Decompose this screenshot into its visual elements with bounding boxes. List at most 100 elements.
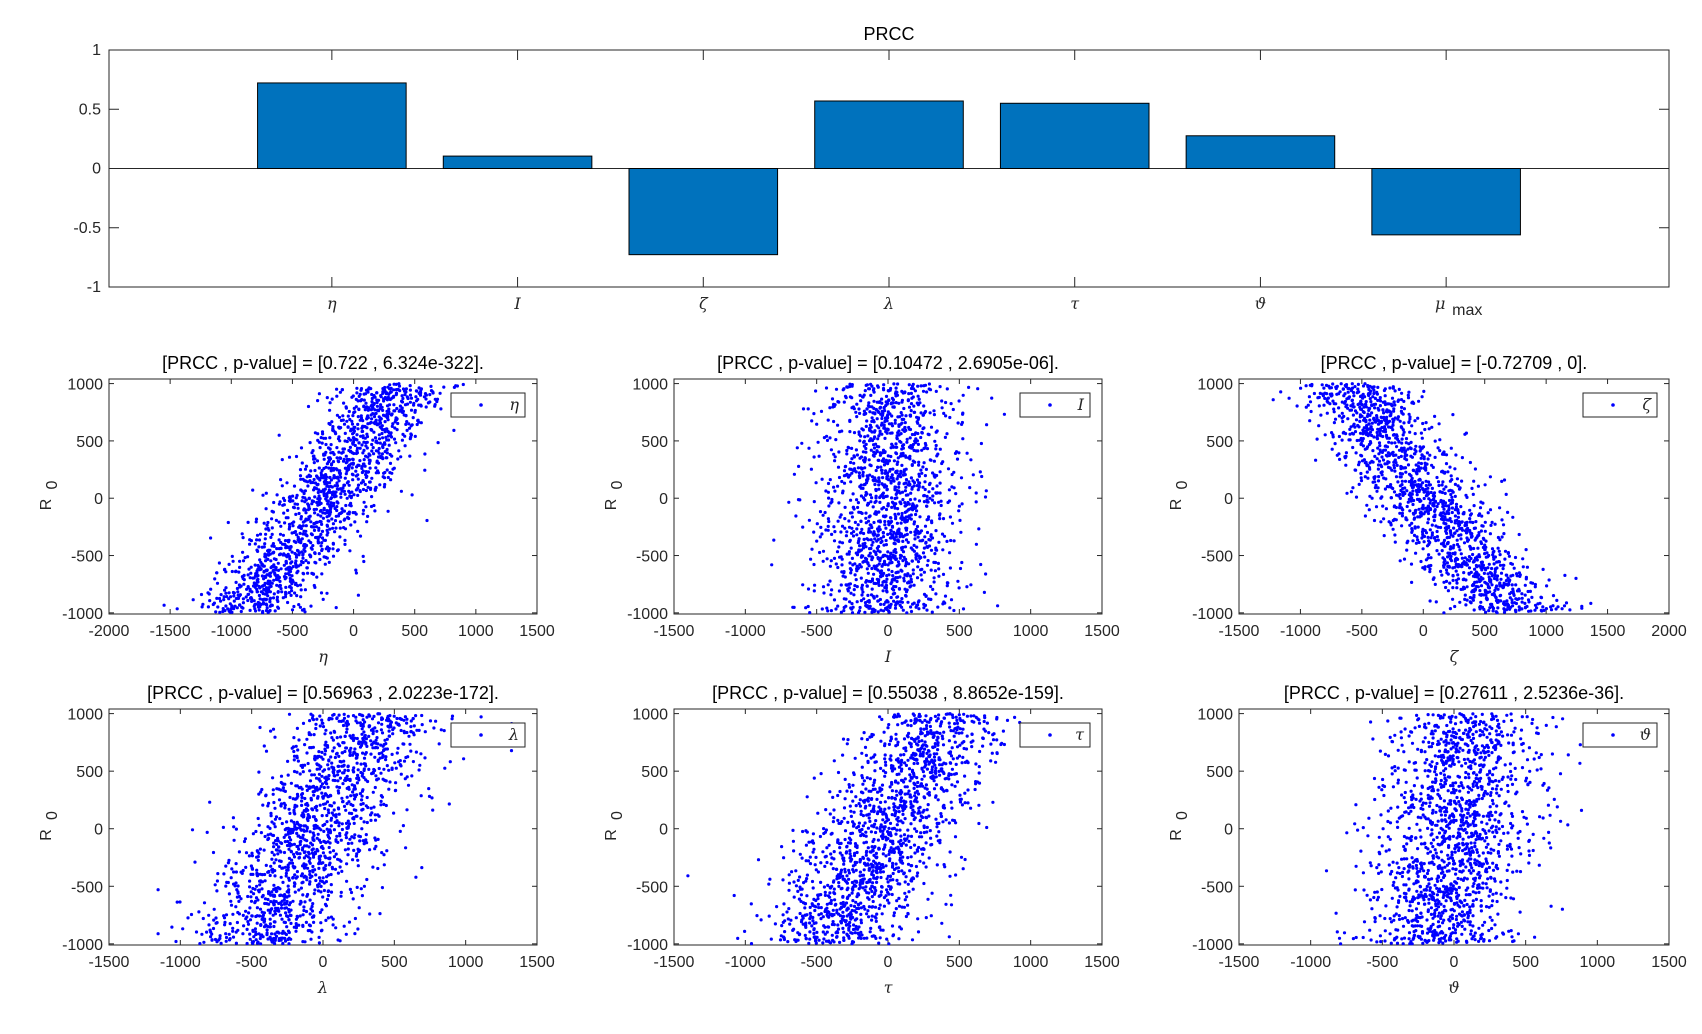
data-point — [1384, 433, 1389, 437]
data-point — [909, 517, 913, 521]
data-point — [296, 569, 300, 573]
data-point — [1484, 610, 1488, 614]
x-tick-label: -1500 — [654, 623, 695, 640]
data-point — [881, 496, 886, 500]
data-point — [876, 465, 880, 469]
data-point — [357, 906, 361, 910]
data-point — [313, 486, 317, 490]
data-point — [892, 599, 896, 603]
data-point — [1459, 565, 1464, 569]
data-point — [310, 499, 314, 503]
data-point — [277, 520, 281, 524]
data-point — [298, 583, 303, 587]
data-point — [283, 521, 287, 525]
data-point — [1341, 387, 1345, 391]
data-point — [864, 424, 868, 428]
data-point — [1490, 592, 1494, 597]
data-point — [904, 538, 909, 542]
data-point — [936, 605, 940, 609]
x-tick-label: -1500 — [1219, 623, 1260, 640]
data-point — [850, 602, 854, 606]
data-point — [320, 441, 324, 445]
data-point — [1433, 499, 1438, 503]
data-point — [1309, 409, 1313, 414]
data-point — [194, 930, 199, 934]
data-point — [845, 452, 849, 456]
data-point — [1415, 471, 1419, 475]
data-point — [847, 586, 851, 590]
data-point — [1373, 406, 1377, 410]
data-point — [279, 567, 283, 571]
data-point — [828, 478, 832, 482]
data-point — [812, 500, 816, 504]
data-point — [355, 391, 359, 395]
data-point — [381, 413, 386, 417]
data-point — [896, 595, 900, 599]
data-point — [1416, 538, 1420, 542]
data-point — [265, 523, 269, 527]
data-point — [821, 559, 825, 563]
data-point — [853, 520, 858, 525]
data-point — [383, 470, 387, 475]
data-point — [1472, 559, 1476, 564]
data-point — [890, 505, 894, 509]
data-point — [316, 539, 320, 543]
data-point — [829, 609, 834, 613]
data-point — [353, 425, 357, 429]
data-point — [331, 547, 335, 551]
data-point — [1460, 520, 1464, 524]
data-point — [814, 481, 818, 485]
data-point — [356, 399, 360, 403]
data-point — [252, 581, 256, 585]
data-point — [1429, 490, 1433, 495]
data-point — [1499, 593, 1503, 597]
data-point — [1424, 558, 1428, 562]
data-point — [912, 484, 916, 488]
data-point — [347, 409, 351, 414]
data-point — [1568, 608, 1572, 612]
data-point — [882, 383, 886, 387]
data-point — [1411, 485, 1415, 489]
data-point — [1447, 564, 1451, 569]
data-point — [853, 573, 857, 577]
data-point — [226, 520, 230, 525]
data-point — [393, 761, 397, 765]
data-point — [234, 569, 238, 573]
data-point — [391, 467, 395, 471]
data-point — [335, 505, 339, 509]
data-point — [279, 524, 283, 528]
data-point — [1377, 475, 1381, 479]
data-point — [364, 454, 368, 458]
data-point — [1438, 449, 1442, 453]
data-point — [1402, 557, 1407, 561]
data-point — [906, 500, 910, 505]
data-point — [259, 567, 263, 571]
data-point — [1295, 404, 1299, 408]
scatter-panel-1: [PRCC , p-value] = [0.10472 , 2.6905e-06… — [603, 353, 1120, 666]
data-point — [331, 554, 336, 558]
data-point — [348, 549, 352, 553]
data-point — [1340, 416, 1344, 420]
data-point — [328, 490, 332, 494]
data-point — [956, 421, 960, 425]
data-point — [872, 446, 877, 450]
data-point — [270, 526, 274, 530]
data-point — [858, 439, 862, 443]
data-point — [334, 514, 338, 518]
data-point — [1410, 424, 1414, 428]
y-tick-label: -500 — [636, 549, 668, 566]
data-point — [916, 442, 921, 446]
data-point — [1421, 507, 1425, 511]
data-point — [1416, 525, 1420, 529]
data-point — [1368, 430, 1373, 434]
data-point — [329, 478, 333, 482]
data-point — [921, 485, 925, 489]
data-point — [1523, 601, 1527, 606]
data-point — [1404, 516, 1408, 520]
data-point — [319, 532, 323, 537]
data-point — [1408, 523, 1412, 527]
data-point — [359, 434, 363, 438]
data-point — [224, 586, 228, 590]
data-point — [1449, 520, 1453, 524]
data-point — [334, 467, 338, 471]
